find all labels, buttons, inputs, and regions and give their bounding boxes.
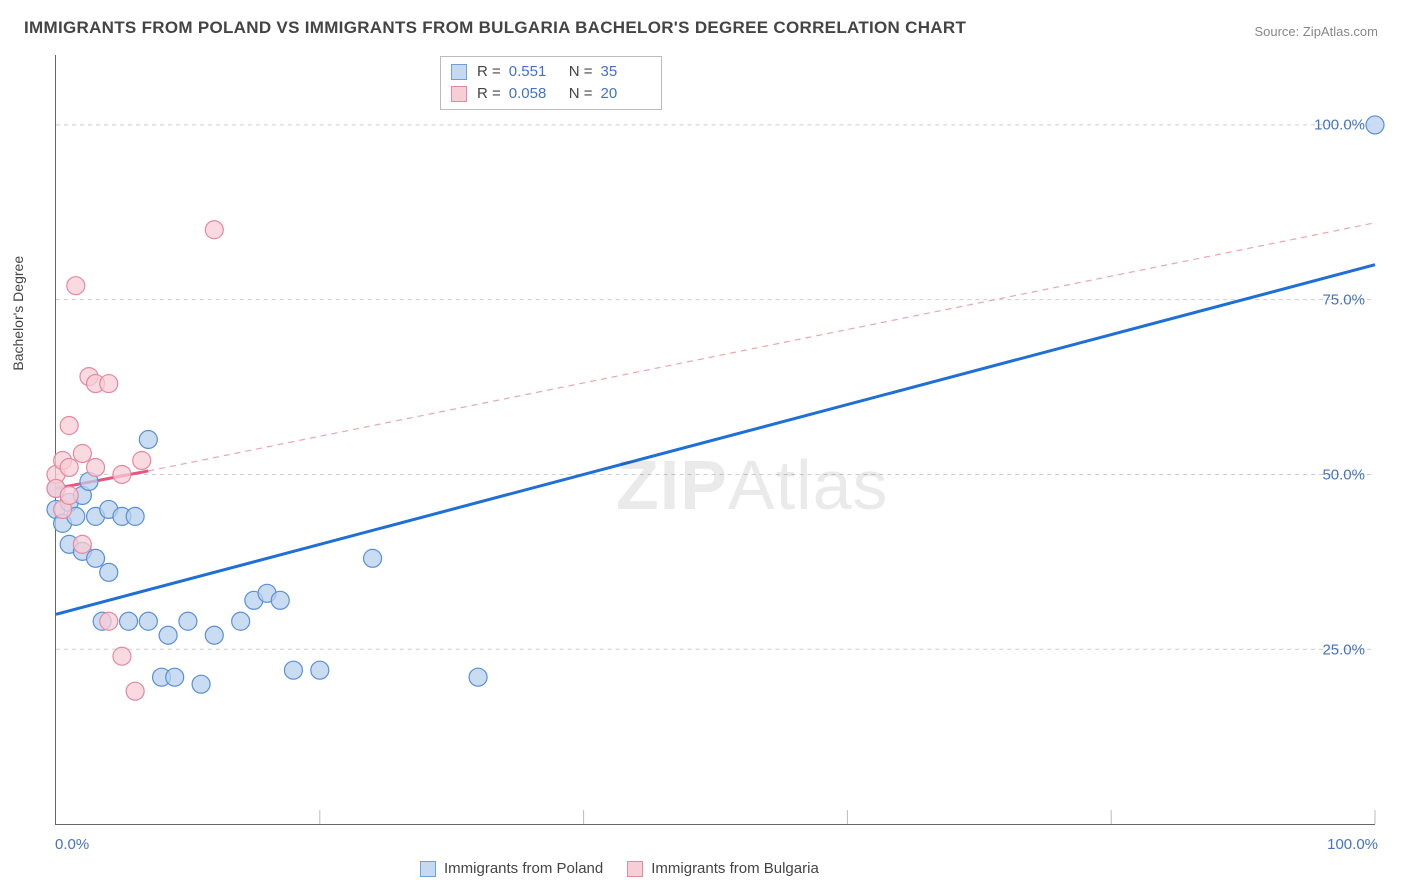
n-value-bulgaria: 20 [601, 83, 651, 105]
data-point-bulgaria [100, 612, 118, 630]
y-tick-label: 75.0% [1322, 292, 1365, 309]
stats-row-poland: R = 0.551 N = 35 [451, 61, 651, 83]
data-point-poland [139, 431, 157, 449]
data-point-poland [120, 612, 138, 630]
trend-line [148, 223, 1375, 471]
source-link[interactable]: ZipAtlas.com [1303, 24, 1378, 39]
data-point-bulgaria [73, 444, 91, 462]
trend-line [56, 265, 1375, 615]
stats-legend-box: R = 0.551 N = 35 R = 0.058 N = 20 [440, 56, 662, 110]
data-point-poland [205, 626, 223, 644]
r-label: R = [477, 61, 501, 83]
data-point-poland [179, 612, 197, 630]
data-point-poland [469, 668, 487, 686]
data-point-bulgaria [87, 458, 105, 476]
legend-label-bulgaria: Immigrants from Bulgaria [651, 860, 819, 877]
legend-swatch-poland [451, 64, 467, 80]
x-axis-min-label: 0.0% [55, 836, 89, 853]
r-value-bulgaria: 0.058 [509, 83, 559, 105]
data-point-bulgaria [205, 221, 223, 239]
data-point-poland [1366, 116, 1384, 134]
legend-swatch-poland-icon [420, 861, 436, 877]
x-axis-max-label: 100.0% [1327, 836, 1378, 853]
source-attribution: Source: ZipAtlas.com [1254, 24, 1378, 39]
data-point-bulgaria [133, 451, 151, 469]
n-label: N = [569, 83, 593, 105]
data-point-bulgaria [60, 486, 78, 504]
data-point-poland [126, 507, 144, 525]
legend-label-poland: Immigrants from Poland [444, 860, 603, 877]
r-label: R = [477, 83, 501, 105]
n-label: N = [569, 61, 593, 83]
r-value-poland: 0.551 [509, 61, 559, 83]
data-point-bulgaria [60, 417, 78, 435]
legend-item-bulgaria: Immigrants from Bulgaria [627, 860, 819, 877]
legend-swatch-bulgaria [451, 86, 467, 102]
data-point-bulgaria [113, 465, 131, 483]
data-point-poland [139, 612, 157, 630]
y-tick-label: 25.0% [1322, 642, 1365, 659]
y-axis-label: Bachelor's Degree [10, 256, 26, 371]
chart-svg [56, 55, 1375, 824]
data-point-bulgaria [73, 535, 91, 553]
data-point-poland [192, 675, 210, 693]
data-point-bulgaria [113, 647, 131, 665]
data-point-poland [166, 668, 184, 686]
data-point-poland [311, 661, 329, 679]
source-prefix: Source: [1254, 24, 1302, 39]
legend-item-poland: Immigrants from Poland [420, 860, 603, 877]
plot-area: 25.0%50.0%75.0%100.0% ZIPAtlas [55, 55, 1375, 825]
stats-row-bulgaria: R = 0.058 N = 20 [451, 83, 651, 105]
legend-swatch-bulgaria-icon [627, 861, 643, 877]
y-tick-label: 50.0% [1322, 467, 1365, 484]
data-point-poland [100, 563, 118, 581]
data-point-bulgaria [67, 277, 85, 295]
data-point-bulgaria [60, 458, 78, 476]
data-point-poland [232, 612, 250, 630]
data-point-poland [284, 661, 302, 679]
data-point-bulgaria [100, 375, 118, 393]
data-point-poland [87, 549, 105, 567]
data-point-poland [364, 549, 382, 567]
chart-title: IMMIGRANTS FROM POLAND VS IMMIGRANTS FRO… [24, 18, 966, 38]
data-point-poland [271, 591, 289, 609]
y-tick-label: 100.0% [1314, 117, 1365, 134]
data-point-poland [159, 626, 177, 644]
data-point-bulgaria [126, 682, 144, 700]
bottom-legend: Immigrants from Poland Immigrants from Bu… [420, 860, 819, 877]
n-value-poland: 35 [601, 61, 651, 83]
